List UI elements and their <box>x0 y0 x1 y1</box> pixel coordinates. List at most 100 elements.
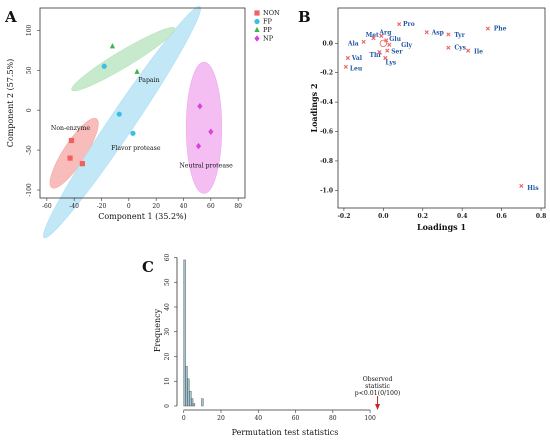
loading-point <box>345 55 350 61</box>
x-tick-label: 60 <box>292 415 300 422</box>
loading-label: Asp <box>431 29 444 36</box>
x-tick-label: -60 <box>42 203 52 210</box>
ellipse-fp <box>43 6 201 239</box>
loading-point <box>466 48 471 53</box>
point-fp <box>101 63 107 69</box>
y-tick-label: -0.2 <box>320 70 333 77</box>
loading-label: Cys <box>454 45 466 52</box>
histogram-bar <box>191 398 194 407</box>
loading-point <box>397 22 402 27</box>
x-tick-label: -40 <box>69 203 79 210</box>
point-pp <box>109 43 116 49</box>
loading-point <box>387 42 392 47</box>
y-axis-label: Loadings 2 <box>309 83 319 132</box>
loading-point <box>379 33 384 39</box>
y-tick-label: 30 <box>164 328 171 336</box>
x-tick-label: 80 <box>329 415 337 422</box>
origin-cluster-marker <box>379 39 387 47</box>
point-np <box>195 142 202 150</box>
legend-label-pp: PP <box>263 26 272 34</box>
loading-point <box>383 55 388 61</box>
y-tick-label: -0.4 <box>320 99 333 106</box>
observed-statistic-label: Observed <box>363 376 393 383</box>
x-tick-label: 0.6 <box>496 213 506 220</box>
loading-point <box>384 38 389 43</box>
observed-statistic-label: statistic <box>365 383 390 390</box>
x-tick-label: 20 <box>217 415 225 422</box>
legend-label-np: NP <box>263 35 274 43</box>
x-tick-label: 0.2 <box>418 213 428 220</box>
legend-marker-fp <box>254 18 260 25</box>
x-axis-label: Permutation test statistics <box>232 428 339 437</box>
x-tick-label: 80 <box>234 203 242 210</box>
loading-point <box>446 32 451 37</box>
plot-frame <box>39 7 246 199</box>
point-fp <box>130 130 136 136</box>
loading-label: His <box>527 185 539 192</box>
x-tick-label: 0 <box>127 203 131 210</box>
x-tick-label: 60 <box>207 203 215 210</box>
ellipse-np <box>185 61 223 194</box>
loading-label: Phe <box>494 26 507 33</box>
y-axis-ticks: 0 10 20 30 40 50 60 <box>164 253 177 408</box>
y-tick-label: 20 <box>164 352 171 360</box>
score-points <box>67 43 214 167</box>
y-tick-label: 0 <box>164 404 171 408</box>
loading-point <box>343 64 348 69</box>
loading-label: Tyr <box>454 32 465 39</box>
x-axis-label: Loadings 1 <box>417 222 466 232</box>
loading-label: Met <box>366 32 379 39</box>
y-axis-label: Frequency <box>153 308 162 352</box>
x-tick-label: 0.4 <box>457 213 467 220</box>
loading-point <box>485 26 490 31</box>
panel-b-label: B <box>298 8 311 26</box>
loading-label: Pro <box>403 21 415 28</box>
group-annotations: Papain Non-enzyme Flavor protease Neutral p… <box>51 77 233 169</box>
group-annotation: Non-enzyme <box>51 125 90 132</box>
panel-c-label: C <box>142 258 154 276</box>
y-tick-label: 40 <box>164 303 171 311</box>
group-annotation: Neutral protease <box>179 163 233 170</box>
histogram-bar <box>189 390 192 407</box>
panel-a-label: A <box>4 8 17 26</box>
legend-marker-np <box>254 35 260 42</box>
x-tick-label: -0.2 <box>337 213 350 220</box>
loading-label: Gly <box>401 42 412 49</box>
x-tick-label: 0.8 <box>536 213 546 220</box>
x-tick-label: 20 <box>152 203 160 210</box>
y-tick-label: 50 <box>26 66 33 74</box>
loading-point <box>519 183 524 189</box>
loading-label: Ala <box>347 40 359 47</box>
histogram-bar <box>185 366 188 407</box>
x-axis-ticks: 0 20 40 60 80 100 <box>182 410 376 422</box>
y-axis-ticks: 0.0 -0.2 -0.4 -0.6 -0.8 -1.0 <box>320 40 338 194</box>
y-tick-label: -100 <box>26 183 33 197</box>
point-pp <box>134 68 140 74</box>
point-fp <box>116 111 122 117</box>
x-axis-ticks: -0.2 0.0 0.2 0.4 0.6 0.8 <box>337 208 546 220</box>
loading-point <box>385 48 390 53</box>
confidence-ellipses <box>43 6 223 239</box>
x-tick-label: 0 <box>182 415 186 422</box>
loading-point <box>377 50 382 55</box>
legend-label-non: NON <box>263 9 280 17</box>
loading-label: Ser <box>391 48 403 55</box>
y-tick-label: -0.8 <box>320 158 333 165</box>
loading-label: Ile <box>474 48 483 55</box>
permutation-histogram: 0 20 40 60 80 100 0 10 20 30 40 50 60 Observedstati… <box>153 253 400 437</box>
group-annotation: Flavor protease <box>111 145 161 152</box>
x-tick-label: -20 <box>97 203 107 210</box>
y-tick-label: -0.6 <box>320 129 333 136</box>
loading-point <box>361 39 366 44</box>
y-tick-label: -50 <box>26 145 33 155</box>
y-tick-label: 50 <box>164 278 171 286</box>
y-tick-label: 10 <box>164 377 171 385</box>
histogram-bar <box>201 398 204 407</box>
observed-arrow-head <box>375 404 381 410</box>
loading-label: Leu <box>350 65 363 72</box>
loading-label: Thr <box>370 52 383 59</box>
